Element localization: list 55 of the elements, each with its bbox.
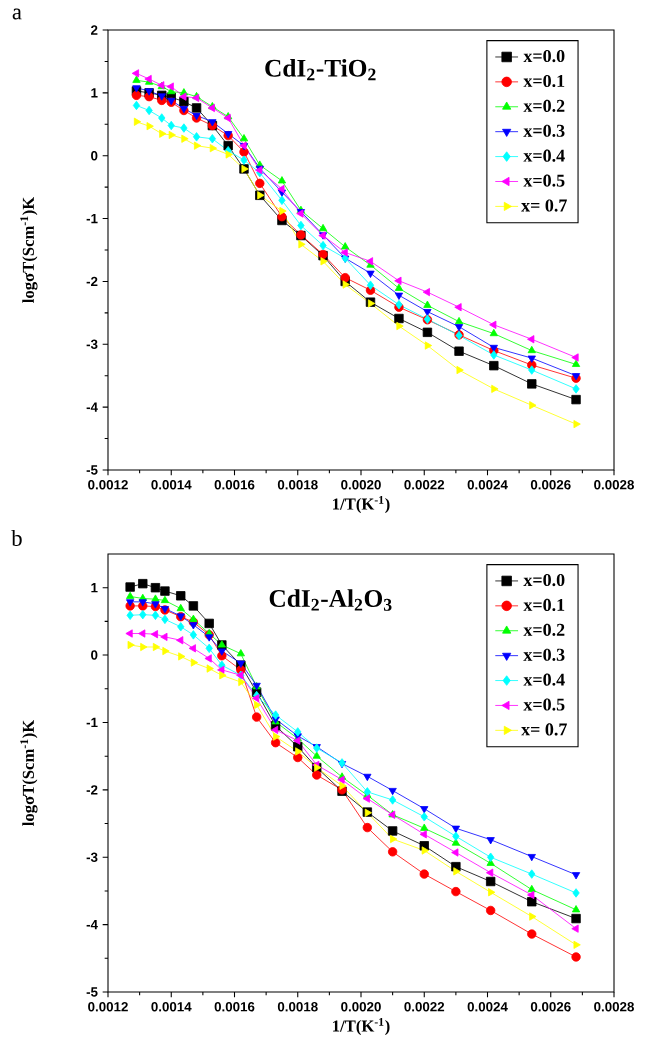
y-tick-label: -4	[86, 402, 98, 412]
chart-title: b	[11, 530, 22, 546]
legend-label: x= 0.7	[521, 199, 567, 212]
x-tick-label: 0.0016	[214, 480, 255, 490]
y-tick-label: -1	[86, 717, 98, 728]
y-axis-title: logσT(Scm$^{-1}$)K	[20, 196, 38, 303]
legend-label: x=0.0	[523, 573, 565, 587]
legend-label: x=0.2	[523, 99, 565, 113]
x-tick-label: 0.0022	[404, 480, 445, 490]
legend-label: x=0.4	[523, 673, 565, 686]
legend-label: x=0.0	[523, 49, 565, 63]
legend-label: x= 0.7	[521, 723, 567, 736]
x-tick-label: 0.0014	[151, 480, 192, 490]
legend-label: x=0.2	[523, 623, 565, 636]
annotation: CdI$_{2}$-Al$_{2}$O$_{3}$	[269, 589, 392, 611]
x-tick-label: 0.0020	[341, 1002, 381, 1012]
x-tick-label: 0.0018	[277, 480, 318, 490]
annotation: CdI$_{2}$-TiO$_{2}$	[265, 58, 376, 81]
x-tick-label: 0.0016	[214, 1002, 255, 1012]
x-tick-label: 0.0028	[594, 480, 634, 490]
y-tick-label: 2	[91, 25, 98, 35]
legend-label: x=0.1	[523, 598, 565, 612]
y-tick-label: 0	[91, 151, 98, 161]
y-tick-label: 1	[91, 583, 98, 593]
x-tick-label: 0.0028	[594, 1002, 634, 1012]
y-tick-label: -5	[86, 987, 98, 997]
x-tick-label: 0.0022	[404, 1002, 445, 1012]
x-tick-label: 0.0026	[530, 480, 571, 490]
x-tick-label: 0.0024	[467, 480, 508, 490]
y-tick-label: -3	[86, 339, 98, 350]
x-tick-label: 0.0014	[151, 1002, 192, 1012]
legend-label: x=0.5	[523, 698, 565, 711]
y-axis-title: logσT(Scm$^{-1}$)K	[20, 719, 38, 826]
x-tick-label: 0.0024	[467, 1002, 508, 1012]
legend-label: x=0.1	[523, 74, 565, 88]
y-tick-label: -4	[86, 920, 98, 930]
y-tick-label: -3	[86, 852, 98, 862]
legend-label: x=0.3	[523, 648, 565, 661]
y-tick-label: -2	[86, 785, 98, 795]
y-tick-label: 1	[91, 88, 98, 98]
x-tick-label: 0.0012	[88, 480, 128, 490]
x-tick-label: 0.0020	[341, 480, 381, 490]
y-tick-label: -1	[86, 213, 98, 224]
y-tick-label: -5	[86, 465, 98, 475]
x-tick-label: 0.0026	[530, 1002, 571, 1012]
legend-label: x=0.3	[523, 124, 565, 137]
x-axis-title: 1/T(K$^{-1}$)	[333, 495, 390, 514]
y-tick-label: -2	[86, 276, 98, 287]
x-tick-label: 0.0012	[88, 1002, 128, 1012]
legend-label: x=0.5	[523, 174, 565, 187]
x-axis-title: 1/T(K$^{-1}$)	[333, 1017, 390, 1036]
chart-title: a	[12, 8, 22, 20]
y-tick-label: 0	[91, 650, 98, 660]
legend-label: x=0.4	[523, 149, 565, 162]
x-tick-label: 0.0018	[277, 1002, 318, 1012]
